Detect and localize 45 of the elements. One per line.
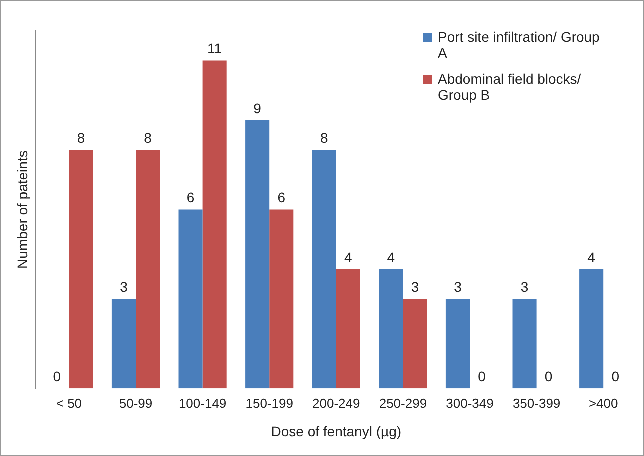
x-axis-title: Dose of fentanyl (µg) <box>271 423 402 440</box>
bar <box>580 269 604 389</box>
bar <box>403 299 428 389</box>
data-label: 3 <box>454 279 462 296</box>
x-tick-label: < 50 <box>56 396 82 411</box>
x-tick-label: 350-399 <box>512 396 561 411</box>
data-label: 3 <box>411 279 420 296</box>
data-label: 4 <box>387 249 396 266</box>
x-tick-label: 300-349 <box>446 396 494 411</box>
data-label: 3 <box>520 279 529 296</box>
data-label: 4 <box>588 249 596 266</box>
data-label: 8 <box>320 130 328 146</box>
data-label: 8 <box>77 130 86 146</box>
x-tick-label: 100-149 <box>178 396 227 411</box>
x-tick-label: 250-299 <box>379 396 428 411</box>
x-tick-label: 200-249 <box>312 396 360 411</box>
bar <box>69 150 94 389</box>
y-axis-title: Number of pateints <box>14 150 30 269</box>
legend-label: Abdominal field blocks/ Group B <box>438 71 582 103</box>
bar <box>112 299 136 389</box>
bar <box>446 299 470 389</box>
data-label: 4 <box>344 249 353 266</box>
bar <box>512 299 537 389</box>
bar <box>136 150 160 389</box>
data-label: 11 <box>208 40 222 57</box>
bar <box>270 210 294 389</box>
legend-label: Port site infiltration/ Group A <box>438 29 601 61</box>
data-label: 0 <box>612 368 620 384</box>
x-tick-label: 150-199 <box>246 396 294 411</box>
data-label: 3 <box>120 279 128 296</box>
data-label: 6 <box>278 190 286 206</box>
data-label: 9 <box>254 100 262 116</box>
data-label: 0 <box>478 368 486 384</box>
bar <box>178 210 203 389</box>
bar <box>379 269 404 389</box>
data-label: 6 <box>186 190 195 206</box>
bar <box>336 269 360 389</box>
data-label: 8 <box>144 130 152 146</box>
bar <box>246 120 270 389</box>
data-label: 0 <box>53 368 62 384</box>
data-label: 0 <box>544 368 553 384</box>
bar <box>202 60 227 389</box>
x-tick-label: >400 <box>588 396 618 411</box>
bar <box>312 150 336 389</box>
x-tick-label: 50-99 <box>119 396 153 411</box>
